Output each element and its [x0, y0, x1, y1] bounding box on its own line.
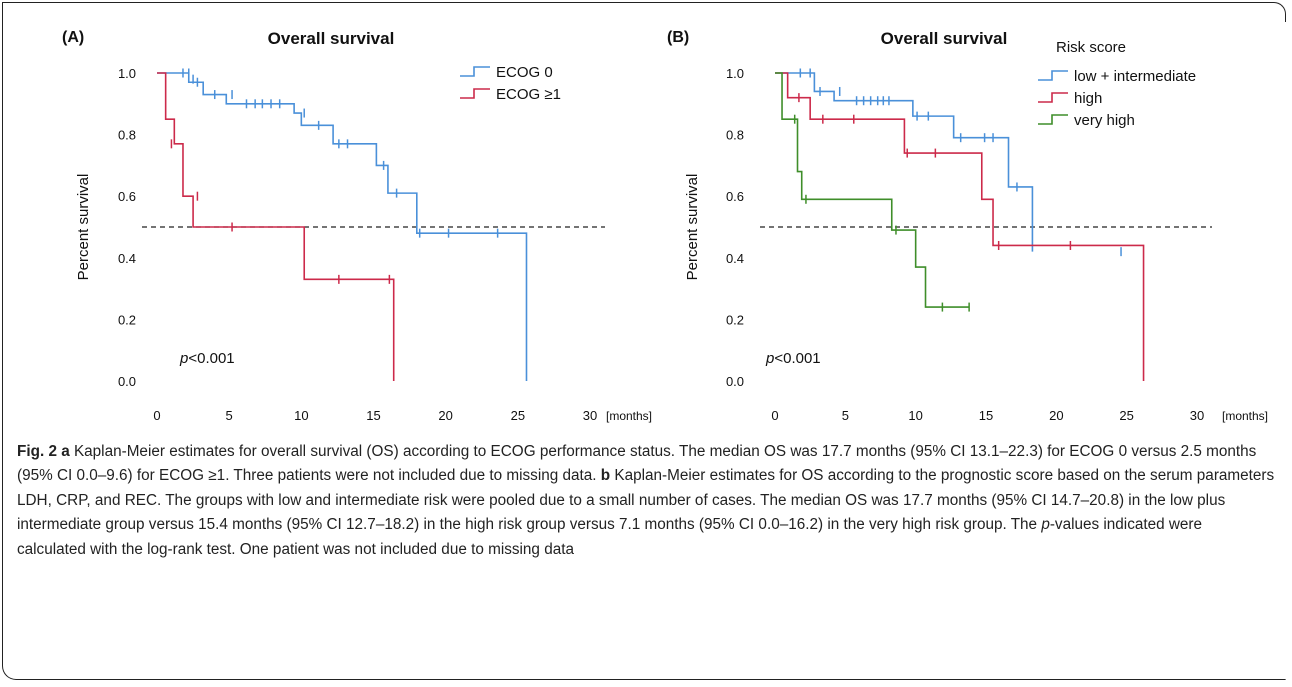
y-tick-label: 0.4 [118, 251, 136, 266]
caption-a-text: Kaplan-Meier estimates for overall survi… [17, 443, 1257, 485]
chart-title: Overall survival [268, 29, 395, 48]
x-tick-label: 5 [842, 408, 849, 423]
x-tick-label: 10 [908, 408, 922, 423]
caption-b-text-2: -values indicated were calculated with t… [17, 516, 1203, 558]
y-tick-label: 0.6 [118, 189, 136, 204]
x-tick-label: 15 [366, 408, 380, 423]
x-tick-label: 25 [1119, 408, 1133, 423]
y-tick-label: 0.2 [118, 312, 136, 327]
x-tick-label: 0 [771, 408, 778, 423]
legend-swatch [1038, 114, 1068, 125]
panel-label: (A) [62, 29, 84, 46]
x-tick-label: 20 [438, 408, 452, 423]
survival-curve-0 [157, 72, 528, 381]
p-value: p<0.001 [179, 350, 235, 367]
x-tick-label: 30 [1190, 408, 1204, 423]
figure-caption: Fig. 2 a Kaplan-Meier estimates for over… [17, 440, 1275, 562]
survival-curve-1 [775, 72, 1145, 381]
x-axis-unit: [months] [606, 409, 652, 423]
y-tick-label: 0.8 [726, 128, 744, 143]
x-tick-label: 5 [226, 408, 233, 423]
y-tick-label: 0.0 [118, 374, 136, 389]
legend-label: low + intermediate [1074, 68, 1196, 85]
y-tick-label: 1.0 [726, 66, 744, 81]
x-tick-label: 0 [153, 408, 160, 423]
y-tick-label: 0.0 [726, 374, 744, 389]
panel-a: (A) Overall survival Percent survival 0.0 0.… [62, 29, 652, 423]
survival-curve-0 [775, 72, 1034, 252]
caption-b-label: b [600, 467, 611, 485]
panel-label: (B) [667, 29, 689, 46]
y-tick-label: 0.8 [118, 128, 136, 143]
y-tick-label: 1.0 [118, 66, 136, 81]
legend-title: Risk score [1056, 39, 1126, 56]
x-tick-label: 25 [511, 408, 525, 423]
legend-label: very high [1074, 112, 1135, 129]
chart-title: Overall survival [881, 29, 1008, 48]
legend-swatch [460, 66, 490, 77]
y-axis-label: Percent survival [75, 174, 92, 281]
survival-curve-2 [775, 72, 970, 308]
x-tick-label: 20 [1049, 408, 1063, 423]
survival-curve-1 [157, 72, 395, 381]
y-tick-label: 0.2 [726, 312, 744, 327]
legend-swatch [1038, 92, 1068, 103]
caption-b-p: p [1041, 516, 1050, 534]
y-axis-label: Percent survival [684, 174, 701, 281]
legend-swatch [1038, 70, 1068, 81]
x-axis-unit: [months] [1222, 409, 1268, 423]
legend-label: ECOG 0 [496, 64, 553, 81]
p-value: p<0.001 [765, 350, 821, 367]
caption-a-label: a [61, 443, 70, 460]
panel-b: (B) Overall survival Percent survival 0.0 0.… [667, 29, 1268, 423]
x-tick-label: 30 [583, 408, 597, 423]
legend-swatch [460, 88, 490, 99]
x-tick-label: 15 [979, 408, 993, 423]
kaplan-meier-figure: (A) Overall survival Percent survival 0.0 0.… [62, 29, 1268, 423]
legend-label: high [1074, 90, 1102, 107]
x-tick-label: 10 [294, 408, 308, 423]
figure-frame-top [2, 2, 1286, 22]
y-tick-label: 0.4 [726, 251, 744, 266]
caption-fig-label: Fig. 2 [17, 443, 57, 460]
legend-label: ECOG ≥1 [496, 86, 561, 103]
caption-b-text-1: Kaplan-Meier estimates for OS according … [17, 467, 1275, 534]
y-tick-label: 0.6 [726, 189, 744, 204]
